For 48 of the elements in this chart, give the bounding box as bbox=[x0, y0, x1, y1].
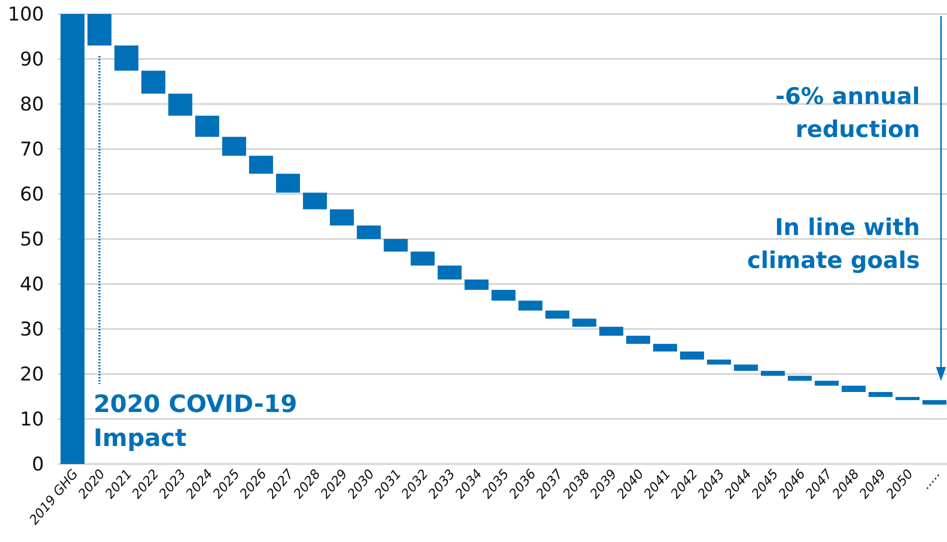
bar bbox=[599, 326, 624, 336]
bar bbox=[302, 192, 327, 210]
bar bbox=[788, 376, 812, 381]
bar bbox=[438, 266, 462, 280]
y-tick-label: 100 bbox=[8, 4, 44, 26]
bar bbox=[760, 370, 785, 376]
bar bbox=[896, 396, 920, 400]
annotation: In line with climate goals bbox=[747, 215, 920, 274]
y-tick-label: 80 bbox=[20, 94, 44, 116]
bar bbox=[141, 70, 166, 94]
bar bbox=[518, 300, 542, 311]
bar bbox=[572, 318, 596, 327]
bar bbox=[868, 392, 893, 397]
y-tick-label: 70 bbox=[20, 138, 44, 161]
bar bbox=[356, 226, 381, 239]
bar bbox=[222, 136, 246, 156]
y-tick-label: 60 bbox=[20, 184, 44, 206]
bar bbox=[707, 360, 731, 365]
bar bbox=[195, 116, 220, 137]
bar bbox=[410, 252, 435, 266]
bar bbox=[492, 290, 516, 301]
bar bbox=[60, 14, 85, 464]
bar bbox=[249, 156, 274, 174]
y-tick-label: 0 bbox=[32, 454, 44, 476]
y-tick-label: 30 bbox=[20, 318, 44, 341]
y-tick-label: 10 bbox=[20, 408, 44, 431]
bar bbox=[680, 352, 704, 360]
x-tick-label: ..... bbox=[918, 466, 944, 492]
y-tick-label: 40 bbox=[20, 274, 44, 296]
bar bbox=[734, 364, 758, 371]
y-tick-label: 20 bbox=[20, 364, 44, 386]
bar bbox=[276, 174, 300, 193]
bar bbox=[384, 239, 408, 252]
bar bbox=[168, 94, 192, 116]
bar bbox=[842, 386, 866, 392]
bar bbox=[922, 400, 946, 405]
annotation: 2020 COVID-19 Impact bbox=[93, 390, 298, 452]
bar bbox=[653, 344, 678, 352]
y-tick-label: 50 bbox=[20, 228, 44, 251]
bar bbox=[545, 310, 570, 319]
bar bbox=[814, 380, 839, 386]
bar bbox=[626, 336, 650, 344]
y-tick-label: 90 bbox=[20, 48, 44, 71]
annotation: -6% annual reduction bbox=[775, 84, 920, 143]
bar bbox=[330, 209, 354, 226]
bar bbox=[87, 14, 112, 46]
bar bbox=[464, 280, 489, 290]
bar bbox=[114, 46, 138, 71]
